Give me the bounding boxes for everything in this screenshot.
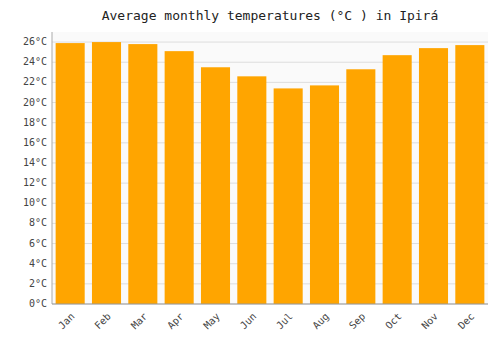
grid — [52, 42, 488, 304]
title: Average monthly temperatures (°C ) in Ip… — [102, 8, 439, 23]
plot-background — [52, 32, 488, 304]
y-tick-label: 4°C — [29, 258, 47, 269]
x-tick-label: Apr — [165, 311, 186, 332]
y-axis-line — [52, 32, 53, 304]
y-tick-label: 24°C — [23, 56, 47, 67]
y-tick-label: 16°C — [23, 137, 47, 148]
y-tick-label: 10°C — [23, 197, 47, 208]
x-tick-label: Feb — [92, 311, 113, 332]
chart: 0°C 2°C 4°C 6°C 8°C 10°C 12°C 14°C 16°C 18°C 20°C 2… — [0, 0, 500, 350]
y-tick-label: 2°C — [29, 278, 47, 289]
x-tick-label: Dec — [456, 311, 477, 332]
grid-line — [52, 304, 488, 305]
x-tick-label: Jul — [274, 311, 295, 332]
bars — [56, 42, 485, 304]
x-axis-line — [52, 304, 488, 305]
bar — [310, 85, 339, 304]
bar — [346, 69, 375, 304]
bar — [128, 44, 157, 304]
x-tick-label: Aug — [310, 311, 331, 332]
y-tick-label: 20°C — [23, 97, 47, 108]
y-tick-label: 12°C — [23, 177, 47, 188]
y-tick-label: 8°C — [29, 217, 47, 228]
y-tick-labels: 0°C 2°C 4°C 6°C 8°C 10°C 12°C 14°C 16°C 18°C 20°C 2… — [23, 36, 47, 309]
x-tick-label: Jun — [238, 311, 259, 332]
y-tick-label: 0°C — [29, 298, 47, 309]
bar — [419, 48, 448, 304]
x-tick-label: Oct — [383, 311, 404, 332]
x-tick-label: Nov — [419, 311, 440, 332]
y-tick-label: 22°C — [23, 76, 47, 87]
bar — [92, 42, 121, 304]
x-tick-labels: Jan Feb Mar Apr May Jun Jul Aug Sep Oct Nov Dec — [56, 311, 476, 332]
x-tick-label: Mar — [129, 311, 150, 332]
bar — [165, 51, 194, 304]
y-tick-label: 26°C — [23, 36, 47, 47]
bar — [274, 88, 303, 304]
y-tick-label: 14°C — [23, 157, 47, 168]
x-tick-label: Sep — [347, 311, 368, 332]
bar — [237, 76, 266, 304]
bar — [455, 45, 484, 304]
bar — [201, 67, 230, 304]
bar — [56, 43, 85, 304]
bar — [383, 55, 412, 304]
x-tick-label: May — [201, 311, 222, 332]
x-tick-label: Jan — [56, 311, 77, 332]
y-tick-label: 6°C — [29, 238, 47, 249]
y-tick-label: 18°C — [23, 117, 47, 128]
